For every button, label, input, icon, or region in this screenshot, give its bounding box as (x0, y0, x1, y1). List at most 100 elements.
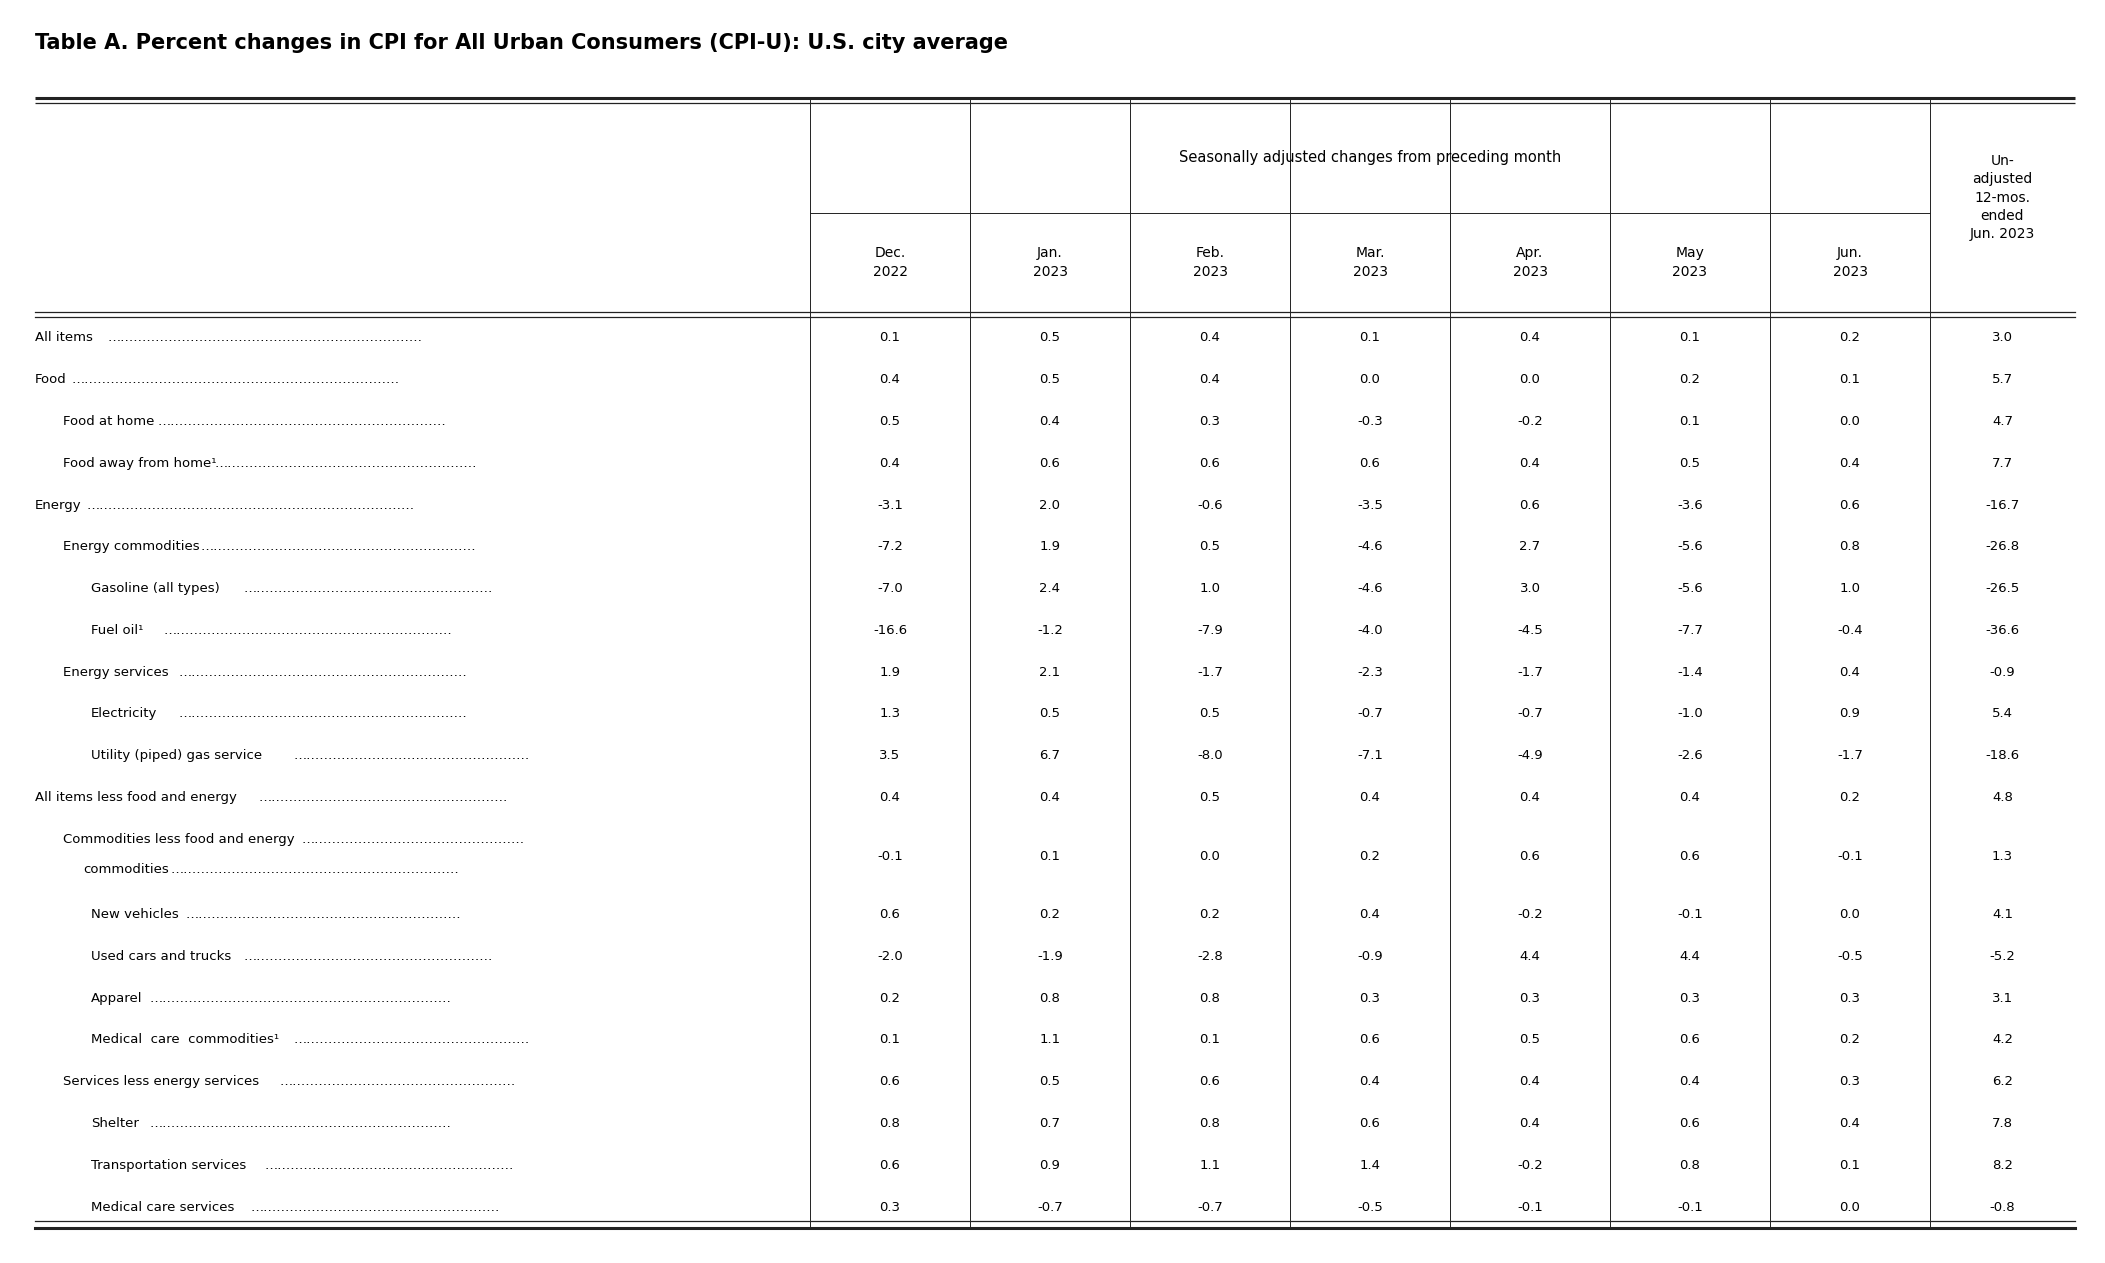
Text: -0.5: -0.5 (1838, 950, 1863, 962)
Text: 7.8: 7.8 (1991, 1116, 2012, 1130)
Text: -0.7: -0.7 (1038, 1201, 1063, 1214)
Text: 0.2: 0.2 (1200, 908, 1221, 921)
Text: -0.6: -0.6 (1198, 499, 1223, 512)
Text: Apparel: Apparel (91, 991, 143, 1004)
Text: 0.5: 0.5 (1040, 707, 1061, 720)
Text: -2.0: -2.0 (878, 950, 903, 962)
Text: 4.7: 4.7 (1991, 416, 2012, 428)
Text: Utility (piped) gas service: Utility (piped) gas service (91, 749, 263, 763)
Text: 2.1: 2.1 (1040, 666, 1061, 678)
Text: Feb.
2023: Feb. 2023 (1194, 246, 1227, 279)
Text: Energy: Energy (36, 499, 82, 512)
Text: Fuel oil¹: Fuel oil¹ (91, 624, 143, 637)
Text: 0.1: 0.1 (1040, 850, 1061, 863)
Text: 0.5: 0.5 (1040, 1075, 1061, 1089)
Text: -16.6: -16.6 (874, 624, 907, 637)
Text: 3.0: 3.0 (1991, 331, 2012, 345)
Text: -0.1: -0.1 (878, 850, 903, 863)
Text: 0.0: 0.0 (1360, 373, 1381, 386)
Text: 4.1: 4.1 (1991, 908, 2012, 921)
Text: 0.4: 0.4 (1040, 416, 1061, 428)
Text: 5.4: 5.4 (1991, 707, 2012, 720)
Text: 0.6: 0.6 (1520, 850, 1541, 863)
Text: …………………………………………………………………: ………………………………………………………………… (86, 499, 415, 512)
Text: All items less food and energy: All items less food and energy (36, 791, 238, 805)
Text: 0.0: 0.0 (1840, 908, 1861, 921)
Text: 0.0: 0.0 (1840, 416, 1861, 428)
Text: -4.5: -4.5 (1518, 624, 1543, 637)
Text: 0.5: 0.5 (1200, 541, 1221, 553)
Text: 0.1: 0.1 (1840, 1159, 1861, 1172)
Text: …………………………………………………………: ………………………………………………………… (158, 416, 446, 428)
Text: …………………………………………………: ………………………………………………… (259, 791, 509, 805)
Text: -8.0: -8.0 (1198, 749, 1223, 763)
Text: 0.3: 0.3 (1680, 991, 1701, 1004)
Text: -0.7: -0.7 (1358, 707, 1383, 720)
Text: ………………………………………………: ……………………………………………… (293, 749, 530, 763)
Text: 0.6: 0.6 (1360, 457, 1381, 470)
Text: 0.3: 0.3 (880, 1201, 901, 1214)
Text: Gasoline (all types): Gasoline (all types) (91, 582, 219, 595)
Text: 0.6: 0.6 (1840, 499, 1861, 512)
Text: -16.7: -16.7 (1985, 499, 2019, 512)
Text: -0.7: -0.7 (1518, 707, 1543, 720)
Text: 4.4: 4.4 (1520, 950, 1541, 962)
Text: 0.3: 0.3 (1360, 991, 1381, 1004)
Text: Un-
adjusted
12-mos.
ended
Jun. 2023: Un- adjusted 12-mos. ended Jun. 2023 (1970, 154, 2036, 241)
Text: 1.1: 1.1 (1200, 1159, 1221, 1172)
Text: 0.4: 0.4 (1200, 331, 1221, 345)
Text: 0.0: 0.0 (1520, 373, 1541, 386)
Text: 0.4: 0.4 (1520, 1116, 1541, 1130)
Text: …………………………………………………: ………………………………………………… (242, 950, 493, 962)
Text: 0.2: 0.2 (880, 991, 901, 1004)
Text: 0.2: 0.2 (1840, 1033, 1861, 1047)
Text: -4.9: -4.9 (1518, 749, 1543, 763)
Text: -3.6: -3.6 (1678, 499, 1703, 512)
Text: 2.7: 2.7 (1520, 541, 1541, 553)
Text: 0.4: 0.4 (1200, 373, 1221, 386)
Text: 2.4: 2.4 (1040, 582, 1061, 595)
Text: 0.6: 0.6 (880, 908, 901, 921)
Text: Energy commodities: Energy commodities (63, 541, 200, 553)
Text: 0.4: 0.4 (1360, 908, 1381, 921)
Text: 0.4: 0.4 (1840, 666, 1861, 678)
Text: 0.4: 0.4 (880, 791, 901, 805)
Text: Shelter: Shelter (91, 1116, 139, 1130)
Text: 1.3: 1.3 (880, 707, 901, 720)
Text: Mar.
2023: Mar. 2023 (1354, 246, 1387, 279)
Text: 0.2: 0.2 (1840, 331, 1861, 345)
Text: 0.4: 0.4 (1840, 1116, 1861, 1130)
Text: 0.3: 0.3 (1840, 1075, 1861, 1089)
Text: Used cars and trucks: Used cars and trucks (91, 950, 232, 962)
Text: Jun.
2023: Jun. 2023 (1833, 246, 1867, 279)
Text: -7.2: -7.2 (878, 541, 903, 553)
Text: -26.8: -26.8 (1985, 541, 2019, 553)
Text: 2.0: 2.0 (1040, 499, 1061, 512)
Text: 0.8: 0.8 (1840, 541, 1861, 553)
Text: 0.0: 0.0 (1840, 1201, 1861, 1214)
Text: 6.7: 6.7 (1040, 749, 1061, 763)
Text: -36.6: -36.6 (1985, 624, 2019, 637)
Text: 0.4: 0.4 (1520, 457, 1541, 470)
Text: 0.2: 0.2 (1360, 850, 1381, 863)
Text: -2.3: -2.3 (1358, 666, 1383, 678)
Text: 0.6: 0.6 (1360, 1116, 1381, 1130)
Text: -3.1: -3.1 (878, 499, 903, 512)
Text: 7.7: 7.7 (1991, 457, 2012, 470)
Text: -1.2: -1.2 (1038, 624, 1063, 637)
Text: 1.0: 1.0 (1200, 582, 1221, 595)
Text: -0.2: -0.2 (1518, 1159, 1543, 1172)
Text: 0.6: 0.6 (1520, 499, 1541, 512)
Text: -7.0: -7.0 (878, 582, 903, 595)
Text: -0.5: -0.5 (1358, 1201, 1383, 1214)
Text: 0.0: 0.0 (1200, 850, 1221, 863)
Text: 0.6: 0.6 (1680, 850, 1701, 863)
Text: -1.9: -1.9 (1038, 950, 1063, 962)
Text: -0.2: -0.2 (1518, 416, 1543, 428)
Text: 0.5: 0.5 (1040, 331, 1061, 345)
Text: 0.8: 0.8 (1200, 1116, 1221, 1130)
Text: New vehicles: New vehicles (91, 908, 179, 921)
Text: ………………………………………………: ……………………………………………… (293, 1033, 530, 1047)
Text: -1.7: -1.7 (1838, 749, 1863, 763)
Text: 0.5: 0.5 (1040, 373, 1061, 386)
